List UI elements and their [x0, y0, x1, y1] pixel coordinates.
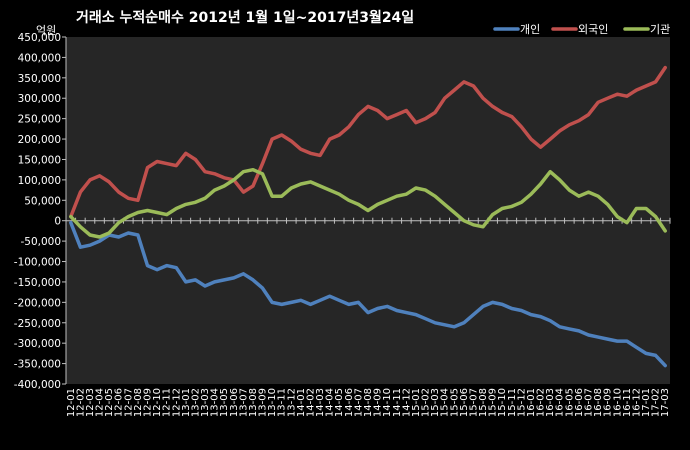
y-tick-label: -250,000 — [14, 318, 61, 330]
y-tick-label: 50,000 — [24, 195, 61, 207]
x-axis: 12-0112-0212-0312-0412-0512-0612-0712-08… — [65, 217, 671, 417]
y-tick-label: 300,000 — [18, 93, 61, 105]
series-line-0 — [69, 220, 667, 368]
x-tick-label: 14-07 — [353, 388, 364, 417]
legend: 개인 외국인 기관 — [493, 23, 670, 36]
x-tick-label: 15-08 — [478, 388, 489, 417]
x-tick-label: 16-01 — [526, 388, 537, 417]
x-tick-label: 13-06 — [229, 388, 240, 417]
y-tick-label: -150,000 — [14, 277, 61, 289]
x-tick-label: 14-04 — [325, 388, 336, 417]
y-tick-label: 200,000 — [18, 134, 61, 146]
x-tick-label: 14-08 — [363, 388, 374, 417]
x-tick-label: 14-01 — [296, 388, 307, 417]
x-tick-label: 14-12 — [401, 388, 412, 417]
x-tick-label: 15-12 — [516, 388, 527, 417]
x-tick-label: 12-02 — [75, 388, 86, 417]
x-tick-label: 14-11 — [392, 388, 403, 417]
x-tick-label: 14-02 — [305, 388, 316, 417]
x-tick-label: 14-05 — [334, 388, 345, 417]
x-tick-label: 16-12 — [631, 388, 642, 417]
x-tick-label: 14-03 — [315, 388, 326, 417]
y-tick-label: 150,000 — [18, 154, 61, 166]
x-tick-label: 15-09 — [488, 388, 499, 417]
legend-label: 기관 — [650, 23, 670, 36]
x-tick-label: 15-11 — [507, 388, 518, 417]
y-axis-unit-label: 억원 — [36, 24, 56, 37]
series-lines — [69, 65, 667, 368]
y-tick-label: 100,000 — [18, 175, 61, 187]
y-tick-label: 250,000 — [18, 114, 61, 126]
x-tick-label: 13-07 — [238, 388, 249, 417]
x-tick-label: 13-01 — [181, 388, 192, 417]
y-tick-label: -200,000 — [14, 297, 61, 309]
x-tick-label: 16-05 — [564, 388, 575, 417]
x-tick-label: 15-01 — [411, 388, 422, 417]
y-tick-label: -300,000 — [14, 338, 61, 350]
legend-label: 외국인 — [578, 23, 608, 36]
x-tick-label: 12-12 — [171, 388, 182, 417]
x-tick-label: 12-10 — [152, 388, 163, 417]
x-tick-label: 15-05 — [449, 388, 460, 417]
x-tick-label: 16-09 — [603, 388, 614, 417]
x-tick-label: 12-04 — [95, 388, 106, 417]
x-tick-label: 12-09 — [142, 388, 153, 417]
x-tick-label: 16-06 — [574, 388, 585, 417]
x-tick-label: 13-05 — [219, 388, 230, 417]
x-tick-label: 12-07 — [123, 388, 134, 417]
y-tick-label: 400,000 — [18, 52, 61, 64]
x-tick-label: 16-02 — [536, 388, 547, 417]
x-tick-label: 13-11 — [277, 388, 288, 417]
series-line-1 — [69, 65, 667, 219]
x-tick-label: 13-08 — [248, 388, 259, 417]
y-tick-label: 0 — [54, 216, 61, 228]
series-line-2 — [69, 167, 667, 239]
y-axis: 450,000 400,000 350,000 300,000 250,000 200,0… — [14, 32, 67, 391]
x-tick-label: 15-04 — [440, 388, 451, 417]
x-tick-label: 16-07 — [584, 388, 595, 417]
legend-label: 개인 — [520, 23, 540, 36]
x-tick-label: 17-01 — [641, 388, 652, 417]
x-tick-label: 14-10 — [382, 388, 393, 417]
x-tick-label: 15-07 — [468, 388, 479, 417]
x-tick-label: 17-03 — [660, 388, 671, 417]
x-tick-label: 17-02 — [651, 388, 662, 417]
x-tick-label: 12-05 — [104, 388, 115, 417]
x-tick-label: 13-02 — [190, 388, 201, 417]
x-tick-label: 13-09 — [258, 388, 269, 417]
x-tick-label: 15-06 — [459, 388, 470, 417]
x-tick-label: 16-03 — [545, 388, 556, 417]
x-tick-label: 13-03 — [200, 388, 211, 417]
y-tick-label: -350,000 — [14, 359, 61, 371]
x-tick-label: 16-10 — [612, 388, 623, 417]
x-tick-label: 16-04 — [555, 388, 566, 417]
y-tick-label: -50,000 — [20, 236, 61, 248]
y-tick-label: 450,000 — [18, 32, 61, 44]
y-tick-label: -400,000 — [14, 379, 61, 391]
x-tick-label: 13-04 — [210, 388, 221, 417]
x-tick-label: 15-03 — [430, 388, 441, 417]
x-tick-label: 12-01 — [66, 388, 77, 417]
x-tick-label: 13-12 — [286, 388, 297, 417]
x-tick-label: 14-09 — [373, 388, 384, 417]
x-tick-label: 12-06 — [114, 388, 125, 417]
chart-title: 거래소 누적순매수 2012년 1월 1일~2017년3월24일 — [76, 9, 414, 26]
y-tick-label: -100,000 — [14, 257, 61, 269]
x-tick-label: 12-03 — [85, 388, 96, 417]
x-tick-label: 15-10 — [497, 388, 508, 417]
y-tick-label: 350,000 — [18, 73, 61, 85]
x-tick-label: 12-08 — [133, 388, 144, 417]
x-tick-label: 15-02 — [421, 388, 432, 417]
x-tick-label: 12-11 — [162, 388, 173, 417]
x-tick-label: 16-08 — [593, 388, 604, 417]
x-tick-label: 13-10 — [267, 388, 278, 417]
x-tick-label: 14-06 — [344, 388, 355, 417]
x-tick-label: 16-11 — [622, 388, 633, 417]
